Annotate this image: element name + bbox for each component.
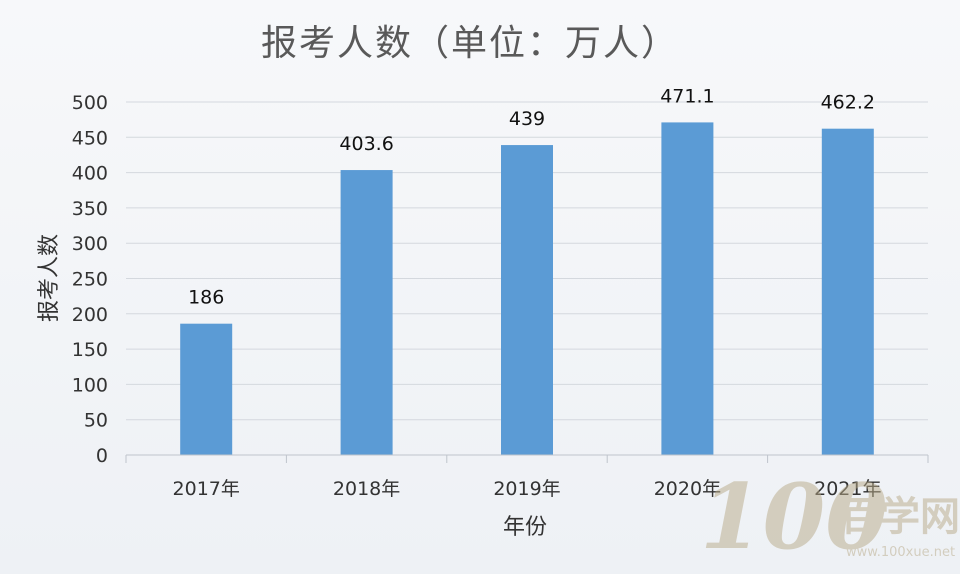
data-labels: 186 403.6 439 471.1 462.2 [188,85,875,308]
y-tick-label: 400 [72,163,108,185]
watermark-url: www.100xue.net [846,545,955,560]
data-label: 186 [188,287,224,309]
data-label: 403.6 [339,133,393,155]
y-tick-label: 300 [72,233,108,255]
y-tick-label: 50 [84,410,108,432]
y-tick-label: 500 [72,92,108,114]
x-tick-label: 2017年 [173,478,240,500]
bar [501,145,553,456]
bar [821,128,874,455]
data-label: 439 [509,108,545,130]
x-tick-label: 2019年 [493,478,560,500]
x-tick-labels: 2017年 2018年 2019年 2020年 2021年 [173,478,882,500]
bars [180,122,874,456]
data-label: 471.1 [660,85,714,107]
axes [125,454,929,463]
bar [180,323,233,455]
x-tick-label: 2021年 [814,478,881,500]
bar [340,170,393,455]
x-tick-label: 2018年 [333,478,400,500]
bar [661,122,714,456]
y-tick-label: 350 [72,198,108,220]
watermark-logo-text: 百学网 [840,494,960,540]
watermark-logo: 100 百学网 www.100xue.net [700,464,960,570]
watermark-logo-number: 100 [700,464,888,570]
y-axis-title: 报考人数 [37,234,62,322]
y-tick-label: 100 [72,374,108,396]
data-label: 462.2 [821,92,875,114]
x-axis-title: 年份 [503,515,547,540]
y-tick-label: 250 [72,269,108,291]
y-tick-label: 450 [72,127,108,149]
y-tick-label: 150 [72,339,108,361]
y-tick-label: 200 [72,304,108,326]
x-tick-label: 2020年 [654,478,721,500]
y-tick-label: 0 [96,445,108,467]
chart-title: 报考人数（单位：万人） [260,23,679,64]
y-tick-labels: 0 50 100 150 200 250 300 350 400 450 500 [72,92,108,467]
